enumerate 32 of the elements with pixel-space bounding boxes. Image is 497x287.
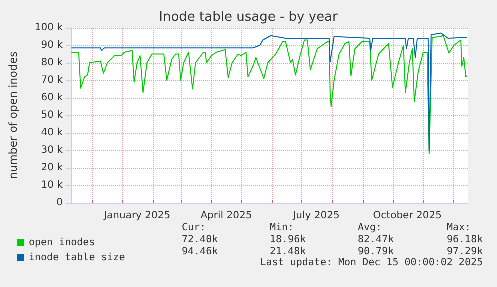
text: 82.47k [358, 234, 394, 246]
legend-label: inode table size [29, 252, 126, 264]
legend-label: open inodes [29, 238, 96, 248]
x-tick-label: April 2025 [200, 210, 252, 222]
y-axis-title: number of open inodes [7, 51, 20, 180]
y-tick-label: 20 k [41, 162, 64, 174]
y-tick-label: 60 k [41, 92, 64, 104]
y-tick-label: 90 k [41, 40, 64, 51]
y-tick-label: 50 k [41, 110, 64, 121]
text: Last update: Mon Dec 15 00:00:02 2025 [260, 258, 484, 268]
text: 18.96k [270, 234, 306, 246]
text: 96.18k [447, 234, 484, 246]
y-tick-label: 100 k [34, 22, 64, 34]
x-tick-label: October 2025 [373, 210, 442, 222]
text: 97.29k [447, 246, 484, 258]
y-tick-label: 80 k [41, 58, 64, 68]
y-tick-label: 70 k [41, 75, 64, 86]
text: 72.40k [182, 234, 218, 246]
text: Avg: [358, 222, 382, 234]
x-tick-label: January 2025 [103, 210, 171, 222]
text: 21.48k [270, 246, 306, 258]
text: Min: [270, 222, 294, 234]
text: 94.46k [182, 246, 218, 258]
y-tick-label: 0 [56, 198, 63, 208]
y-tick-label: 30 k [41, 145, 64, 156]
text: Cur: [182, 222, 206, 234]
chart-title: Inode table usage - by year [159, 10, 339, 25]
text: 90.79k [358, 246, 394, 258]
y-tick-label: 40 k [41, 128, 64, 138]
text: Max: [447, 222, 472, 234]
x-tick-label: July 2025 [292, 210, 340, 222]
y-tick-label: 10 k [41, 180, 64, 191]
